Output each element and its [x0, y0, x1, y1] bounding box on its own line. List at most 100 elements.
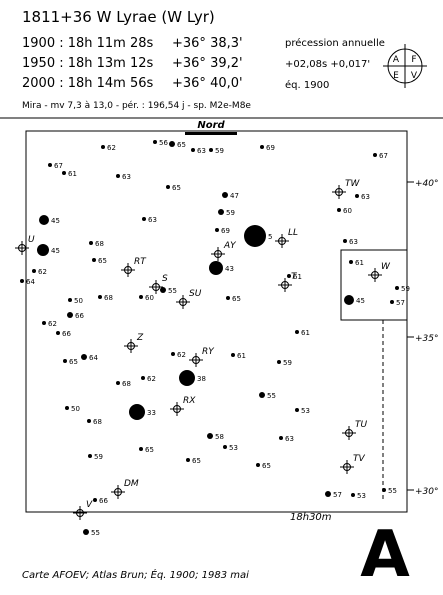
- variable-name: TW: [345, 179, 360, 189]
- star: [222, 192, 228, 198]
- logo: [383, 44, 427, 88]
- star: [179, 370, 195, 386]
- star-magnitude: 62: [107, 144, 116, 152]
- logo-letter: V: [411, 71, 418, 81]
- star: [142, 217, 146, 221]
- star-magnitude: 63: [122, 173, 131, 181]
- star: [337, 208, 341, 212]
- declination: +36° 39,2': [172, 56, 243, 71]
- variable-name: W: [381, 262, 391, 272]
- star: [344, 295, 354, 305]
- star-magnitude: 59: [283, 359, 292, 367]
- star-magnitude: 62: [177, 351, 186, 359]
- star: [295, 330, 299, 334]
- star: [207, 433, 213, 439]
- logo-letter: A: [393, 55, 400, 65]
- title: 1811+36 W Lyrae (W Lyr): [22, 8, 215, 26]
- logo-letter: F: [411, 55, 416, 65]
- star: [67, 312, 73, 318]
- star: [20, 279, 24, 283]
- epoch-position: 2000 : 18h 14m 56s: [22, 76, 154, 91]
- star: [209, 148, 213, 152]
- star-magnitude: 68: [95, 240, 104, 248]
- star-magnitude: 61: [68, 170, 77, 178]
- equinox: éq. 1900: [285, 79, 329, 91]
- variable-name: S: [162, 274, 168, 284]
- star: [68, 298, 72, 302]
- star: [355, 194, 359, 198]
- inset-box: [340, 249, 408, 321]
- caption: Carte AFOEV; Atlas Brun; Éq. 1900; 1983 …: [22, 568, 249, 581]
- star: [32, 269, 36, 273]
- variable-name: Z: [136, 333, 144, 343]
- star-magnitude: 65: [262, 462, 271, 470]
- dec-label: +40°: [415, 179, 439, 189]
- star-magnitude: 64: [26, 278, 35, 286]
- star-magnitude: 57: [333, 491, 342, 499]
- star-magnitude: 55: [91, 529, 100, 537]
- star-magnitude: 63: [285, 435, 294, 443]
- star: [65, 406, 69, 410]
- star: [218, 209, 224, 215]
- star-magnitude: 65: [192, 457, 201, 465]
- star: [325, 491, 331, 497]
- star: [42, 321, 46, 325]
- variable-name: T: [291, 272, 298, 282]
- declination: +36° 38,3': [172, 36, 243, 51]
- star-magnitude: 63: [148, 216, 157, 224]
- star: [191, 148, 195, 152]
- star: [390, 300, 394, 304]
- star: [395, 286, 399, 290]
- star-magnitude: 65: [172, 184, 181, 192]
- star-magnitude: 65: [69, 358, 78, 366]
- star-magnitude: 68: [93, 418, 102, 426]
- star: [382, 488, 386, 492]
- variable-name: SU: [189, 289, 202, 299]
- star-magnitude: 68: [104, 294, 113, 302]
- star: [93, 498, 97, 502]
- star: [37, 244, 49, 256]
- star: [56, 331, 60, 335]
- star-magnitude: 62: [147, 375, 156, 383]
- star: [116, 381, 120, 385]
- star-magnitude: 50: [71, 405, 80, 413]
- star-magnitude: 59: [215, 147, 224, 155]
- star: [88, 454, 92, 458]
- star-magnitude: 68: [122, 380, 131, 388]
- variable-name: LL: [288, 228, 298, 238]
- star-magnitude: 57: [396, 299, 405, 307]
- star-magnitude: 53: [229, 444, 238, 452]
- star-magnitude: 60: [145, 294, 154, 302]
- star: [141, 376, 145, 380]
- variable-name: U: [28, 235, 35, 245]
- star: [256, 463, 260, 467]
- star-magnitude: 65: [145, 446, 154, 454]
- star: [62, 171, 66, 175]
- star-magnitude: 62: [48, 320, 57, 328]
- star: [139, 295, 143, 299]
- star-magnitude: 53: [301, 407, 310, 415]
- star-magnitude: 63: [197, 147, 206, 155]
- variable-name: RY: [202, 347, 215, 357]
- star-magnitude: 60: [343, 207, 352, 215]
- star-magnitude: 69: [221, 227, 230, 235]
- ra-label: 18h30m: [290, 512, 332, 523]
- star: [101, 145, 105, 149]
- star: [209, 261, 223, 275]
- star: [244, 225, 266, 247]
- variable-name: AY: [223, 241, 237, 251]
- star-magnitude: 59: [401, 285, 410, 293]
- star-magnitude: 65: [177, 141, 186, 149]
- logo-letter: E: [393, 71, 399, 81]
- variable-name: TU: [355, 420, 367, 430]
- star: [139, 447, 143, 451]
- star-magnitude: 47: [230, 192, 239, 200]
- star: [39, 215, 49, 225]
- star: [160, 287, 166, 293]
- epoch-position: 1900 : 18h 11m 28s: [22, 36, 154, 51]
- star-magnitude: 45: [51, 217, 60, 225]
- star-magnitude: 61: [355, 259, 364, 267]
- star: [277, 360, 281, 364]
- variable-name: RX: [183, 396, 196, 406]
